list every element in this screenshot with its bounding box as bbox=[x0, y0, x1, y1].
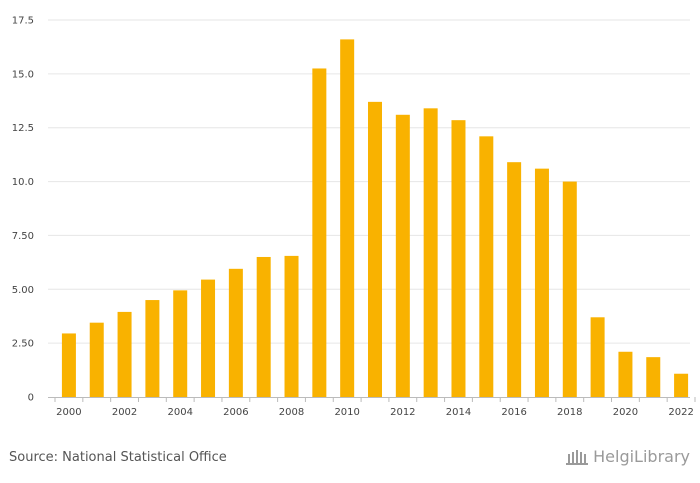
x-tick-label: 2014 bbox=[446, 407, 471, 418]
x-tick-label: 2004 bbox=[167, 407, 192, 418]
bar bbox=[89, 322, 104, 397]
bar bbox=[312, 68, 327, 397]
y-tick-label: 5.00 bbox=[12, 285, 34, 296]
axes: 0 2.50 5.00 7.50 10.0 12.5 15.0 17.5 2000 2002 200… bbox=[12, 16, 696, 418]
x-tick-label: 2008 bbox=[279, 407, 304, 418]
bar bbox=[674, 373, 689, 397]
y-tick-label: 10.0 bbox=[12, 177, 34, 188]
brand-logo: HelgiLibrary bbox=[565, 447, 690, 466]
y-tick-label: 7.50 bbox=[12, 231, 34, 242]
y-tick-label: 0 bbox=[28, 393, 34, 404]
x-tick-label: 2002 bbox=[112, 407, 137, 418]
bar bbox=[479, 136, 494, 397]
x-tick-label: 2022 bbox=[668, 407, 693, 418]
bar bbox=[562, 181, 577, 397]
bar-series bbox=[61, 39, 689, 397]
x-tick-label: 2020 bbox=[613, 407, 638, 418]
bar bbox=[117, 311, 132, 397]
bar bbox=[145, 300, 160, 397]
x-tick-label: 2010 bbox=[334, 407, 359, 418]
bar bbox=[284, 255, 299, 397]
bar bbox=[256, 256, 271, 397]
bar-chart: 0 2.50 5.00 7.50 10.0 12.5 15.0 17.5 2000 2002 200… bbox=[12, 16, 696, 418]
x-tick-label: 2012 bbox=[390, 407, 415, 418]
library-building-icon bbox=[565, 448, 589, 466]
bar bbox=[618, 351, 633, 397]
bar bbox=[228, 268, 243, 397]
bar bbox=[423, 108, 438, 397]
bar bbox=[173, 290, 188, 397]
x-tick-label: 2006 bbox=[223, 407, 248, 418]
brand-name: HelgiLibrary bbox=[593, 447, 690, 466]
bar bbox=[507, 162, 522, 397]
x-tick-label: 2000 bbox=[56, 407, 81, 418]
bar bbox=[368, 101, 382, 397]
y-tick-label: 15.0 bbox=[12, 69, 34, 80]
y-tick-label: 2.50 bbox=[12, 339, 34, 350]
bar bbox=[590, 317, 605, 397]
bar bbox=[201, 279, 216, 397]
bar bbox=[534, 168, 549, 397]
bar bbox=[646, 357, 661, 397]
y-tick-label: 12.5 bbox=[12, 123, 34, 134]
bar bbox=[340, 39, 355, 397]
y-tick-label: 17.5 bbox=[12, 16, 34, 27]
x-tick-label: 2018 bbox=[557, 407, 582, 418]
bar bbox=[395, 114, 410, 397]
bar bbox=[451, 120, 466, 397]
source-note: Source: National Statistical Office bbox=[9, 450, 227, 465]
bar bbox=[61, 333, 76, 397]
x-tick-label: 2016 bbox=[501, 407, 526, 418]
